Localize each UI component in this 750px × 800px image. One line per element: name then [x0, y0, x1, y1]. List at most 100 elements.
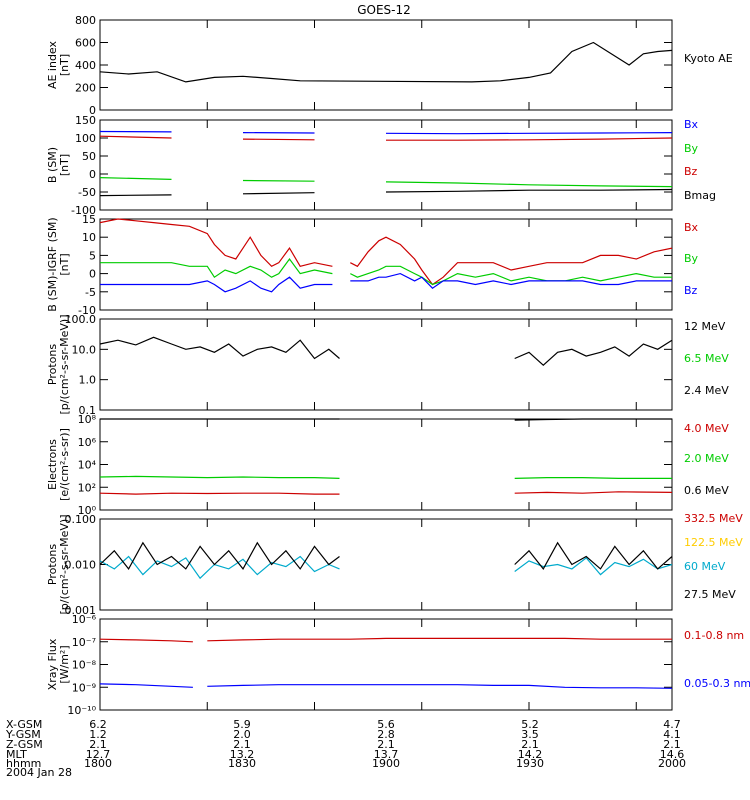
series-line-bigrf-2: [100, 272, 672, 293]
ephemeris-value: 4.1: [663, 728, 681, 741]
y-axis-label: [nT]: [58, 154, 71, 176]
y-tick-label: 100: [75, 132, 96, 145]
series-line-hiprotons-3: [99, 541, 673, 570]
series-line-bsm-0: [99, 130, 673, 135]
ephemeris-value: 1930: [516, 757, 544, 770]
y-tick-label: -10: [78, 304, 96, 317]
y-axis-label: B (SM): [46, 147, 59, 183]
y-tick-label: 10: [82, 231, 96, 244]
legend-entry: Bmag: [684, 189, 716, 202]
legend-entry: Kyoto AE: [684, 52, 733, 65]
y-axis-label: Xray Flux: [46, 638, 59, 690]
legend-entry: 0.6 MeV: [684, 484, 729, 497]
ephemeris-label: Z-GSM: [6, 738, 43, 751]
ephemeris-value: 1800: [84, 757, 112, 770]
ephemeris-value: 14.2: [518, 748, 543, 761]
y-axis-label: [W/m²]: [58, 645, 71, 683]
y-axis-label: [p/(cm²-s-sr-MeV)]: [58, 315, 71, 415]
y-axis-label: AE index: [46, 40, 59, 89]
legend-entry: 6.5 MeV: [684, 352, 729, 365]
ephemeris-value: 14.6: [660, 748, 685, 761]
series-line-ae-0: [99, 41, 673, 83]
series-line-bsm-2: [99, 135, 673, 141]
panel-frame: [99, 218, 673, 311]
panel-hiprotons: 0.001 0.010 0.100 Protons [p/(cm²-s-sr-MeV)]…: [46, 512, 743, 617]
panel-frame: [99, 618, 673, 711]
y-axis-label: Electrons: [46, 439, 59, 490]
ephemeris-table: X-GSM 6.2 5.9 5.6 5.2 4.7 Y-GSM 1.2 2.0 2.8 3.5 4.1…: [5, 718, 686, 770]
ephemeris-value: 2.1: [377, 738, 395, 751]
ephemeris-value: 1900: [372, 757, 400, 770]
ephemeris-value: 2000: [658, 757, 686, 770]
panel-frame: [99, 119, 673, 211]
y-tick-label: -5: [85, 286, 96, 299]
y-tick-label: -50: [78, 186, 96, 199]
y-tick-label: 10⁶: [78, 436, 97, 449]
y-tick-label: 1.0: [79, 374, 97, 387]
legend-entry: Bz: [684, 165, 698, 178]
legend-entry: 122.5 MeV: [684, 536, 743, 549]
y-axis-label: [p/(cm²-s-sr-MeV)]: [58, 515, 71, 615]
ephemeris-value: 5.6: [377, 718, 395, 731]
y-tick-label: 5: [89, 249, 96, 262]
legend-entry: 60 MeV: [684, 560, 726, 573]
legend-entry: 0.05-0.3 nm: [684, 677, 750, 690]
y-tick-label: 10⁸: [78, 413, 97, 426]
legend-entry: 27.5 MeV: [684, 588, 736, 601]
legend-entry: 12 MeV: [684, 320, 726, 333]
y-axis-label: Protons: [46, 544, 59, 585]
series-line-protons-0: [99, 336, 673, 367]
y-tick-label: 15: [82, 213, 96, 226]
panel-protons: 0.1 1.0 10.0 100.0 Protons [p/(cm²-s-sr-MeV)]…: [46, 313, 729, 417]
series-line-bigrf-0: [99, 218, 673, 286]
legend-entry: Bx: [684, 118, 699, 131]
series-line-hiprotons-2: [99, 555, 673, 580]
y-axis-label: [nT]: [58, 54, 71, 76]
ephemeris-value: 2.1: [663, 738, 681, 751]
y-axis-label: B (SM)-IGRF (SM): [46, 217, 59, 311]
ephemeris-value: 2.1: [233, 738, 251, 751]
series-line-electrons-0: [99, 491, 673, 495]
legend-entry: 4.0 MeV: [684, 422, 729, 435]
panel-frame: [99, 518, 673, 611]
y-axis-label: [nT]: [58, 253, 71, 275]
panel-frame: [99, 19, 673, 111]
ephemeris-value: 4.7: [663, 718, 681, 731]
series-line-bigrf-1: [100, 257, 672, 286]
y-tick-label: 50: [82, 150, 96, 163]
y-tick-label: 0.001: [65, 604, 97, 617]
ephemeris-value: 6.2: [89, 718, 107, 731]
legend-entry: By: [684, 252, 699, 265]
y-tick-label: 10²: [78, 481, 96, 494]
y-tick-label: 200: [75, 82, 96, 95]
panel-bsm: -100 -50 0 50 100 150 B (SM) [nT] Bx By Bz Bmag: [46, 114, 716, 217]
ephemeris-label: X-GSM: [6, 718, 42, 731]
legend-entry: Bx: [684, 221, 699, 234]
ephemeris-value: 3.5: [521, 728, 539, 741]
ephemeris-value: 1.2: [89, 728, 107, 741]
legend-entry: 2.0 MeV: [684, 452, 729, 465]
ephemeris-value: 2.0: [233, 728, 251, 741]
figure-title: GOES-12: [357, 3, 411, 17]
y-tick-label: 0.1: [79, 404, 97, 417]
series-line-electrons-2: [100, 418, 672, 421]
panel-electrons: 10⁰ 10² 10⁴ 10⁶ 10⁸ Electrons [e/(cm²-s-sr)] 4.…: [46, 413, 729, 517]
y-tick-label: 10⁴: [78, 459, 97, 472]
y-axis-label: Protons: [46, 344, 59, 385]
panel-frame: [99, 418, 673, 511]
series-line-electrons-1: [99, 475, 672, 479]
ephemeris-value: 1830: [228, 757, 256, 770]
panel-xray: 10⁻¹⁰ 10⁻⁹ 10⁻⁸ 10⁻⁷ 10⁻⁶ Xray Flux [W/m²] 0.1-…: [46, 613, 750, 717]
ephemeris-value: 5.9: [233, 718, 251, 731]
y-tick-label: 10.0: [72, 343, 97, 356]
y-tick-label: 0: [89, 104, 96, 117]
y-axis-label: [e/(cm²-s-sr)]: [58, 428, 71, 501]
ephemeris-label: hhmm: [6, 757, 41, 770]
panel-bigrf: -10 -5 0 5 10 15 B (SM)-IGRF (SM) [nT] Bx By Bz: [46, 213, 699, 317]
ephemeris-label: Y-GSM: [5, 728, 41, 741]
ephemeris-value: 2.1: [89, 738, 107, 751]
ephemeris-value: 2.8: [377, 728, 395, 741]
y-tick-label: -100: [71, 204, 96, 217]
